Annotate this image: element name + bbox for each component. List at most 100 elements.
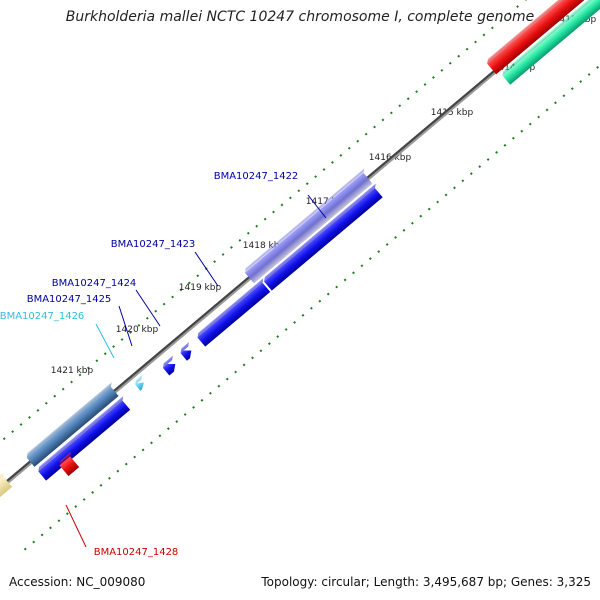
tick-lower	[150, 441, 153, 445]
rrna-block	[502, 0, 600, 85]
tick-upper	[314, 175, 318, 179]
features	[0, 0, 600, 513]
tick-lower	[545, 108, 549, 112]
cds-block-1-top	[38, 395, 124, 472]
tick-upper	[11, 430, 15, 434]
tick-upper	[356, 139, 360, 143]
gene-label-BMA10247_1425: BMA10247_1425	[27, 294, 112, 305]
tick-lower	[234, 370, 238, 374]
tick-lower	[486, 158, 490, 161]
cds-block-3-top	[264, 183, 376, 282]
tick-lower	[175, 420, 179, 423]
cds-block-2-top	[197, 278, 264, 338]
tick-lower	[217, 384, 221, 388]
trna-1428-top	[59, 451, 71, 466]
tick-upper	[440, 68, 444, 72]
tick-upper	[120, 338, 124, 341]
tick-upper	[272, 210, 275, 214]
tick-lower	[293, 321, 296, 324]
tick-upper	[339, 153, 343, 157]
leader-BMA10247_1428	[65, 504, 87, 548]
tick-lower	[579, 80, 583, 83]
tick-lower	[394, 236, 397, 239]
tick-lower	[284, 328, 288, 331]
tick-lower	[276, 335, 280, 338]
trna-block	[487, 0, 600, 75]
tick-lower	[528, 122, 532, 126]
tick-upper	[263, 217, 267, 221]
tick-lower	[158, 434, 162, 438]
tick-upper	[19, 423, 23, 426]
tick-lower	[352, 271, 355, 275]
tick-upper	[44, 401, 48, 405]
cds-small-1426	[135, 374, 144, 391]
tick-upper	[280, 203, 284, 207]
tick-upper	[507, 12, 511, 16]
tick-lower	[65, 512, 69, 516]
tick-lower	[385, 243, 389, 246]
gene-label-BMA10247_1428: BMA10247_1428	[94, 547, 179, 558]
tick-lower	[469, 172, 473, 176]
tick-upper	[381, 118, 385, 122]
tick-upper	[78, 373, 82, 377]
cds-block-2	[197, 278, 271, 347]
tick-upper	[448, 61, 452, 65]
tick-upper	[70, 380, 73, 384]
tick-lower	[436, 200, 440, 204]
tick-upper	[179, 288, 183, 292]
tick-lower	[360, 264, 364, 268]
tick-lower	[124, 462, 128, 466]
leader-lines	[65, 194, 327, 548]
tick-lower	[495, 151, 498, 154]
leader-BMA10247_1422	[307, 194, 327, 219]
blast-khaki	[0, 471, 13, 513]
tick-upper	[61, 387, 65, 391]
tick-upper	[145, 316, 149, 320]
tick-lower	[368, 257, 372, 261]
tick-upper	[137, 323, 141, 327]
tick-upper	[516, 5, 520, 9]
cds-small-1424-body	[162, 363, 176, 376]
cds-small-1424	[162, 355, 176, 376]
tick-lower	[554, 101, 557, 105]
cds-block-3	[264, 183, 383, 291]
gene-label-BMA10247_1422: BMA10247_1422	[214, 171, 299, 182]
cds-small-1425-top	[180, 342, 189, 354]
tick-upper	[238, 238, 242, 242]
tick-lower	[242, 363, 246, 367]
tick-lower	[192, 406, 195, 409]
tick-lower	[57, 519, 61, 523]
tick-upper	[187, 281, 191, 285]
tick-upper	[103, 352, 107, 356]
tick-lower	[49, 526, 52, 530]
tick-lower	[343, 278, 347, 282]
tick-upper	[465, 47, 469, 51]
tick-lower	[116, 469, 120, 473]
tick-lower	[133, 455, 137, 459]
tick-lower	[562, 94, 566, 98]
trna-block-top	[487, 0, 600, 64]
gene-label-BMA10247_1423: BMA10247_1423	[111, 239, 196, 250]
cds-small-1425	[180, 342, 192, 361]
tick-lower	[309, 306, 313, 310]
tick-label-1418: 1418 kbp	[243, 241, 286, 251]
tick-upper	[288, 196, 292, 200]
tick-marks-upper	[2, 0, 528, 441]
tick-lower	[520, 129, 524, 133]
tick-upper	[2, 437, 6, 441]
cds-small-1426-top	[135, 374, 143, 385]
tick-upper	[432, 76, 435, 79]
tick-upper	[255, 224, 259, 228]
tick-lower	[503, 143, 507, 147]
trna-block-body	[487, 0, 600, 75]
tick-lower	[91, 491, 95, 494]
gene-label-BMA10247_1426: BMA10247_1426	[0, 311, 84, 322]
rrna-block-body	[502, 0, 600, 85]
tick-upper	[415, 90, 419, 94]
tick-upper	[154, 309, 158, 313]
tick-lower	[251, 356, 254, 360]
gene-labels: BMA10247_1422 BMA10247_1423 BMA10247_1424 B…	[0, 171, 298, 558]
tick-upper	[297, 189, 301, 193]
